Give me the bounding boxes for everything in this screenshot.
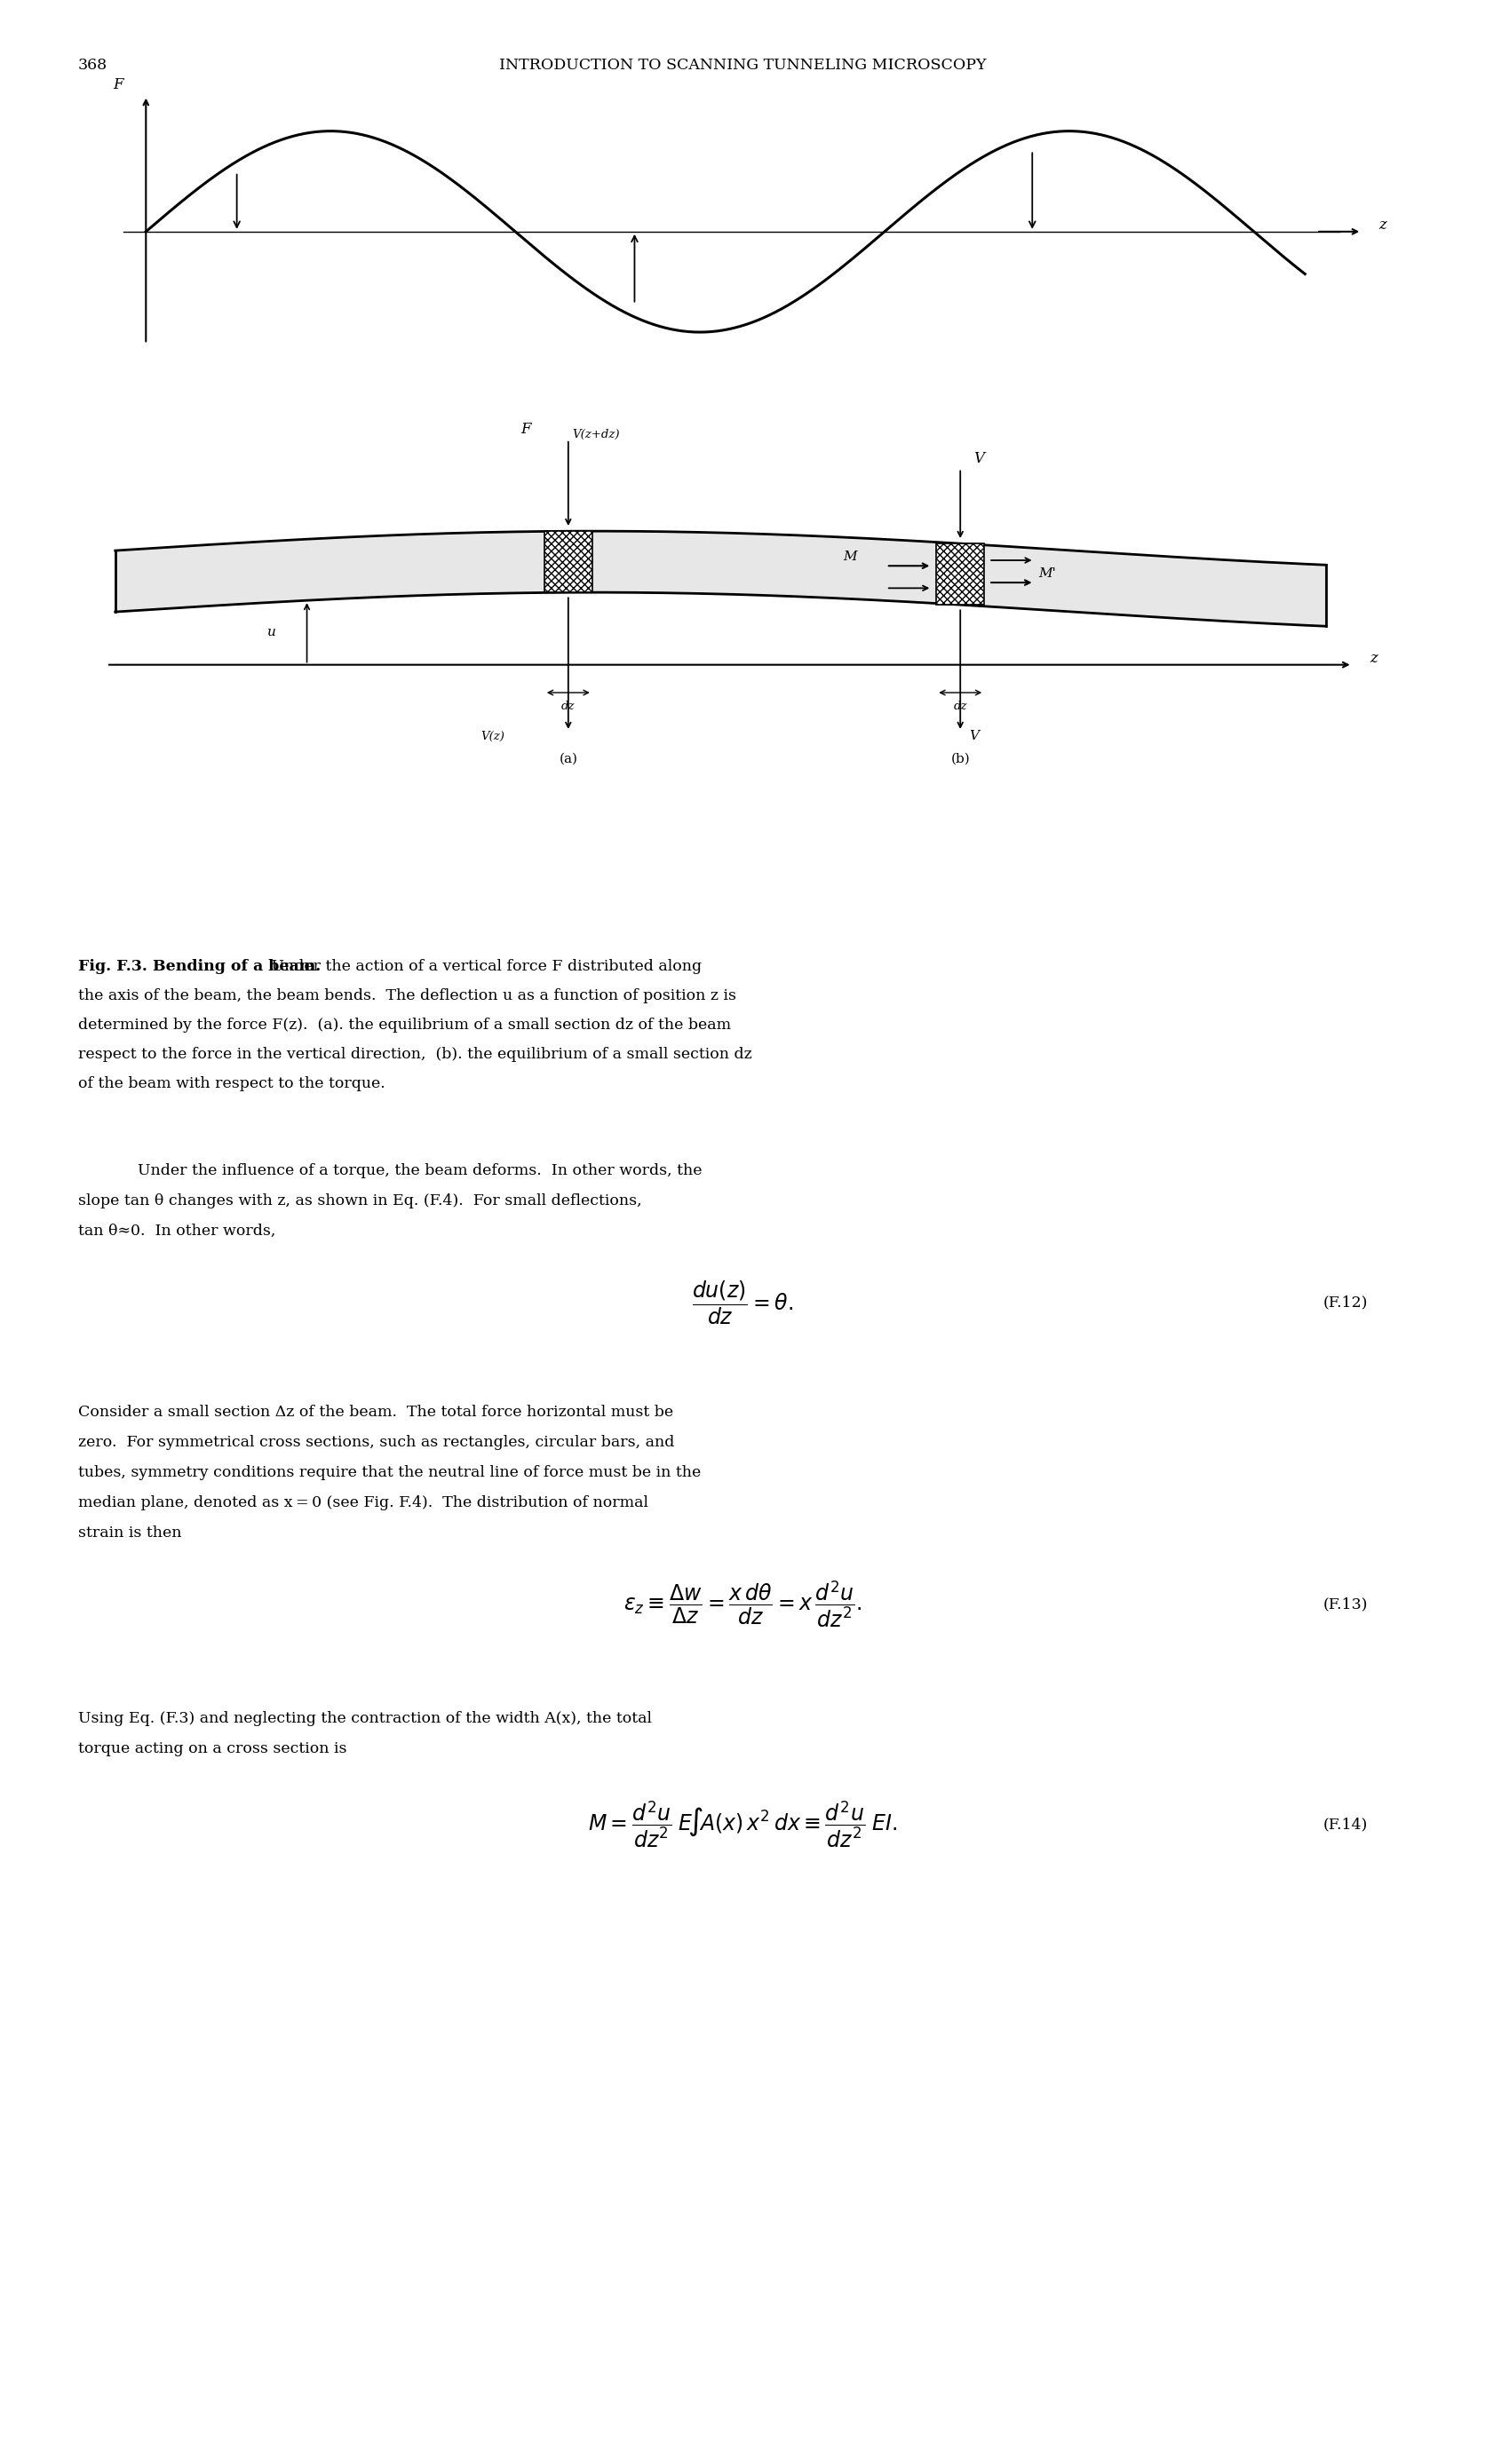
Text: Using Eq. (F.3) and neglecting the contraction of the width A(x), the total: Using Eq. (F.3) and neglecting the contr… <box>79 1710 652 1727</box>
Text: strain is then: strain is then <box>79 1525 181 1540</box>
Text: Fig. F.3. Bending of a beam.: Fig. F.3. Bending of a beam. <box>79 958 321 973</box>
Text: z: z <box>1380 217 1387 232</box>
Text: $M = \dfrac{d^2u}{dz^2}\; E\!\int\! A(x)\,x^2\,dx \equiv \dfrac{d^2u}{dz^2}\;EI.: $M = \dfrac{d^2u}{dz^2}\; E\!\int\! A(x)… <box>588 1799 897 1850</box>
Text: (a): (a) <box>558 752 578 764</box>
Text: of the beam with respect to the torque.: of the beam with respect to the torque. <box>79 1077 385 1092</box>
Text: (F.12): (F.12) <box>1323 1296 1368 1311</box>
Text: respect to the force in the vertical direction,  (b). the equilibrium of a small: respect to the force in the vertical dir… <box>79 1047 751 1062</box>
Text: slope tan θ changes with z, as shown in Eq. (F.4).  For small deflections,: slope tan θ changes with z, as shown in … <box>79 1193 642 1207</box>
Text: tan θ≈0.  In other words,: tan θ≈0. In other words, <box>79 1225 276 1239</box>
Bar <box>545 532 593 591</box>
Text: zero.  For symmetrical cross sections, such as rectangles, circular bars, and: zero. For symmetrical cross sections, su… <box>79 1434 674 1449</box>
Text: $\dfrac{du(z)}{dz} = \theta.$: $\dfrac{du(z)}{dz} = \theta.$ <box>692 1279 793 1326</box>
Text: tubes, symmetry conditions require that the neutral line of force must be in the: tubes, symmetry conditions require that … <box>79 1466 701 1481</box>
Text: Under the action of a vertical force F distributed along: Under the action of a vertical force F d… <box>266 958 702 973</box>
Text: INTRODUCTION TO SCANNING TUNNELING MICROSCOPY: INTRODUCTION TO SCANNING TUNNELING MICRO… <box>499 57 986 74</box>
Text: (F.13): (F.13) <box>1323 1597 1368 1611</box>
Text: the axis of the beam, the beam bends.  The deflection u as a function of positio: the axis of the beam, the beam bends. Th… <box>79 988 737 1003</box>
Text: (b): (b) <box>950 752 970 764</box>
Text: median plane, denoted as x = 0 (see Fig. F.4).  The distribution of normal: median plane, denoted as x = 0 (see Fig.… <box>79 1496 649 1510</box>
Text: F: F <box>520 421 530 436</box>
Text: (F.14): (F.14) <box>1323 1816 1368 1833</box>
Text: $\epsilon_z \equiv \dfrac{\Delta w}{\Delta z} = \dfrac{x\,d\theta}{dz} = x\,\dfr: $\epsilon_z \equiv \dfrac{\Delta w}{\Del… <box>624 1579 861 1629</box>
Text: dz: dz <box>953 700 967 712</box>
Text: M: M <box>842 549 857 562</box>
Text: u: u <box>267 626 276 638</box>
Text: Under the influence of a torque, the beam deforms.  In other words, the: Under the influence of a torque, the bea… <box>138 1163 702 1178</box>
Text: V(z+dz): V(z+dz) <box>573 429 621 441</box>
Text: V: V <box>970 729 979 742</box>
Text: V: V <box>973 451 985 466</box>
Text: dz: dz <box>561 700 575 712</box>
Text: M': M' <box>1038 567 1056 579</box>
Text: V(z): V(z) <box>481 732 505 742</box>
Text: F: F <box>113 76 123 94</box>
Bar <box>937 545 985 604</box>
Text: determined by the force F(z).  (a). the equilibrium of a small section dz of the: determined by the force F(z). (a). the e… <box>79 1018 731 1032</box>
Text: torque acting on a cross section is: torque acting on a cross section is <box>79 1742 347 1757</box>
Text: z: z <box>1369 650 1378 665</box>
Text: Consider a small section Δz of the beam.  The total force horizontal must be: Consider a small section Δz of the beam.… <box>79 1404 673 1419</box>
Text: 368: 368 <box>79 57 107 74</box>
